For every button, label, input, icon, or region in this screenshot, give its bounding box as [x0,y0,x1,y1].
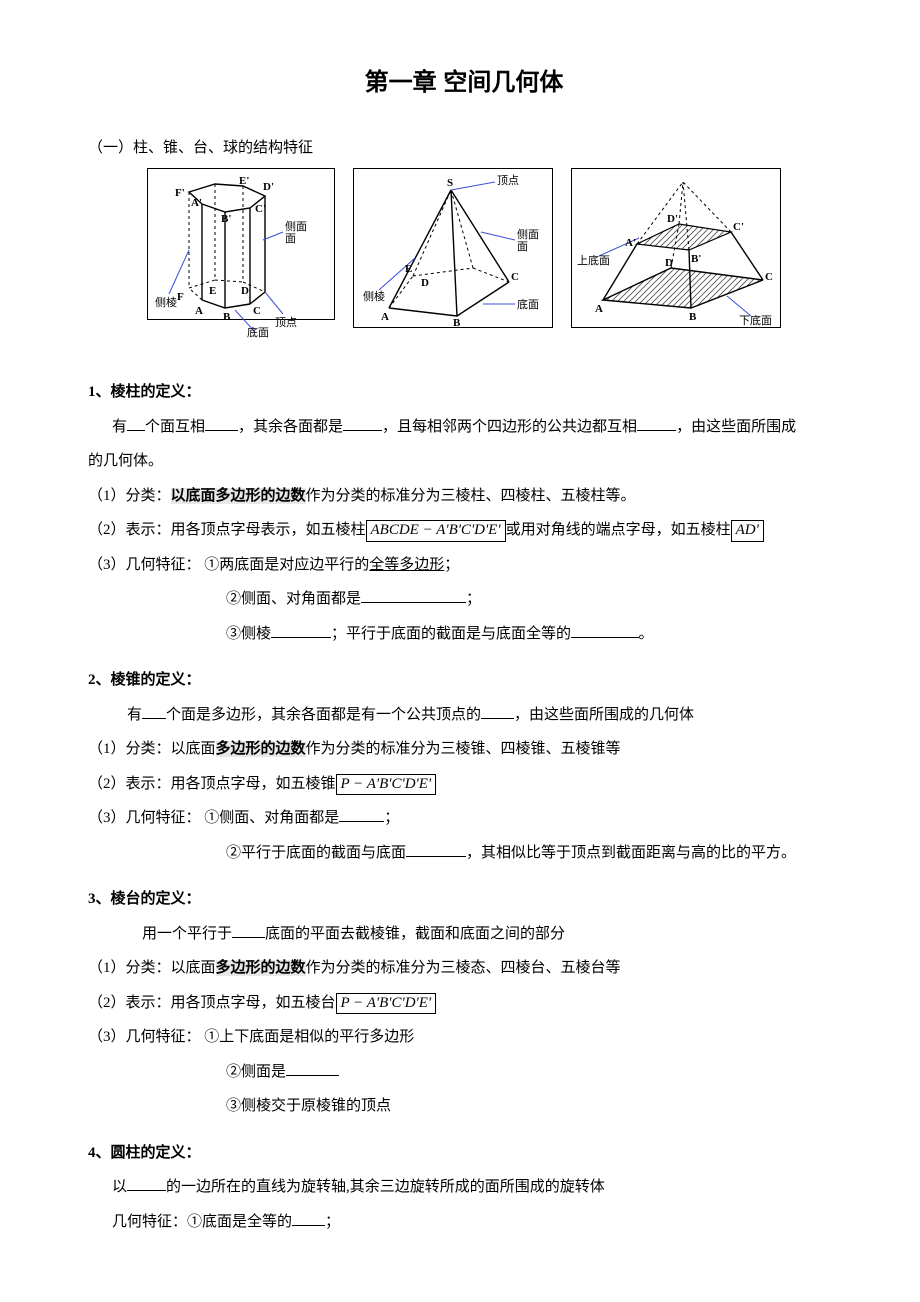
svg-text:C: C [765,271,773,283]
figure-prism: A B C D E F A' B' C' D' E' F' 顶点 侧面 面 侧棱… [147,168,335,338]
svg-text:D: D [665,257,673,269]
s1-item-3b: ②侧面、对角面都是； [88,585,840,614]
s1-item-3c: ③侧棱；平行于底面的截面是与底面全等的。 [88,620,840,649]
svg-text:D: D [421,277,429,289]
s4-body-2: 几何特征：①底面是全等的； [88,1208,840,1237]
s2-item-3a: （3）几何特征： ①侧面、对角面都是； [88,804,840,833]
s2-heading: 2、棱锥的定义： [88,666,840,695]
section-heading: （一）柱、锥、台、球的结构特征 [88,134,840,163]
svg-text:B: B [223,311,231,323]
s1-body-2: 的几何体。 [88,447,840,476]
svg-text:底面: 底面 [247,325,269,338]
svg-text:A': A' [191,197,202,209]
svg-text:C: C [253,305,261,317]
s3-item-2: （2）表示：用各顶点字母，如五棱台P − A'B'C'D'E' [88,989,840,1018]
svg-text:顶点: 顶点 [275,316,297,329]
figure-frustum: A B C D A' B' C' D' 上底面 下底面 [571,168,781,328]
page-title: 第一章 空间几何体 [88,60,840,106]
svg-text:顶点: 顶点 [497,174,519,187]
svg-text:C': C' [733,221,744,233]
s1-heading: 1、棱柱的定义： [88,378,840,407]
svg-text:F: F [177,291,184,303]
s3-item-1: （1）分类：以底面多边形的边数作为分类的标准分为三棱态、四棱台、五棱台等 [88,954,840,983]
svg-text:侧面: 侧面 [517,228,539,241]
svg-text:侧棱: 侧棱 [363,290,385,303]
svg-text:C': C' [255,203,266,215]
svg-text:A: A [595,303,603,315]
svg-text:底面: 底面 [517,297,539,311]
svg-text:B: B [689,311,697,323]
svg-text:S: S [447,177,453,189]
figure-row: A B C D E F A' B' C' D' E' F' 顶点 侧面 面 侧棱… [88,168,840,338]
figure-pyramid: S A B C D E 顶点 侧面 面 侧棱 底面 [353,168,553,328]
svg-text:侧棱: 侧棱 [155,296,177,309]
svg-text:A': A' [625,237,636,249]
svg-text:E: E [209,285,216,297]
svg-text:上底面: 上底面 [577,253,610,267]
s3-item-3b: ②侧面是 [88,1058,840,1087]
s2-body: 有个面是多边形，其余各面都是有一个公共顶点的，由这些面所围成的几何体 [88,701,840,730]
svg-text:A: A [195,305,203,317]
svg-text:B': B' [691,253,701,265]
svg-text:C: C [511,271,519,283]
svg-text:面: 面 [517,241,528,253]
s1-item-2: （2）表示：用各顶点字母表示，如五棱柱ABCDE − A'B'C'D'E'或用对… [88,516,840,545]
s3-heading: 3、棱台的定义： [88,885,840,914]
svg-text:B': B' [221,213,231,225]
s3-item-3a: （3）几何特征： ①上下底面是相似的平行多边形 [88,1023,840,1052]
svg-text:侧面: 侧面 [285,220,307,233]
s2-item-3b: ②平行于底面的截面与底面，其相似比等于顶点到截面距离与高的比的平方。 [88,839,840,868]
svg-text:面: 面 [285,233,296,245]
s1-item-1: （1）分类：以底面多边形的边数作为分类的标准分为三棱柱、四棱柱、五棱柱等。 [88,482,840,511]
svg-text:D': D' [263,181,274,193]
s4-heading: 4、圆柱的定义： [88,1139,840,1168]
s2-item-2: （2）表示：用各顶点字母，如五棱锥P − A'B'C'D'E' [88,770,840,799]
svg-text:B: B [453,317,461,328]
s2-item-1: （1）分类：以底面多边形的边数作为分类的标准分为三棱锥、四棱锥、五棱锥等 [88,735,840,764]
svg-text:D: D [241,285,249,297]
s3-item-3c: ③侧棱交于原棱锥的顶点 [88,1092,840,1121]
svg-text:下底面: 下底面 [739,313,772,327]
svg-text:D': D' [667,213,678,225]
s4-body: 以的一边所在的直线为旋转轴,其余三边旋转所成的面所围成的旋转体 [88,1173,840,1202]
svg-text:E': E' [239,175,249,187]
s1-body: 有个面互相，其余各面都是，且每相邻两个四边形的公共边都互相，由这些面所围成 [88,413,840,442]
svg-text:A: A [381,311,389,323]
s3-body: 用一个平行于底面的平面去截棱锥，截面和底面之间的部分 [88,920,840,949]
svg-text:F': F' [175,187,185,199]
svg-text:E: E [405,263,412,275]
s1-item-3a: （3）几何特征： ①两底面是对应边平行的全等多边形； [88,551,840,580]
